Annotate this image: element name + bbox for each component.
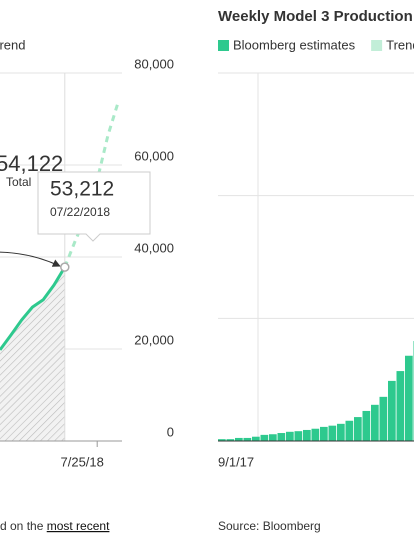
bar [345,420,354,441]
bar [396,371,405,441]
y-tick-label: 20,000 [134,332,174,347]
bar [354,417,362,441]
tooltip-date: 07/22/2018 [50,205,110,219]
footnote: d on the most recent [0,519,110,533]
bar [235,437,243,441]
y-tick-label: 80,000 [134,56,174,71]
area [0,267,65,441]
x-tick-label: 7/25/18 [61,454,104,469]
bar [277,433,286,441]
legend-label: Bloomberg estimates [233,37,356,52]
arrow [0,251,61,267]
bar [388,380,396,441]
bar [243,437,252,441]
bar [371,404,379,441]
bar [269,434,277,441]
bar [218,439,226,441]
bar [252,436,260,441]
y-tick-label: 60,000 [134,148,174,163]
legend-label: Trend [0,37,25,52]
bar [337,423,345,441]
tooltip-value: 53,212 [50,178,114,201]
total-label: Total [6,175,31,189]
bar [303,429,311,441]
bar [226,439,235,441]
x-tick-label: 9/1/17 [218,454,254,469]
series-line [0,266,67,351]
y-tick-label: 40,000 [134,240,174,255]
footnote-text: d on the [0,519,47,533]
legend-label: Trend [386,37,414,52]
bar [311,428,320,441]
bar [379,396,388,441]
bar [328,425,337,441]
tooltip-box [37,171,151,242]
chart-title: Weekly Model 3 Production [218,8,413,25]
source: Source: Bloomberg [218,519,321,533]
y-tick-label: 0 [167,424,174,439]
point [60,262,70,272]
bar [362,410,371,441]
bar [294,431,303,441]
bar [405,355,413,441]
bar [260,434,269,441]
footnote-link: most recent [47,519,110,533]
series-line [63,99,121,268]
bar [320,426,328,441]
legend-swatch [218,40,229,51]
bar [286,431,294,441]
legend-swatch [371,40,383,51]
